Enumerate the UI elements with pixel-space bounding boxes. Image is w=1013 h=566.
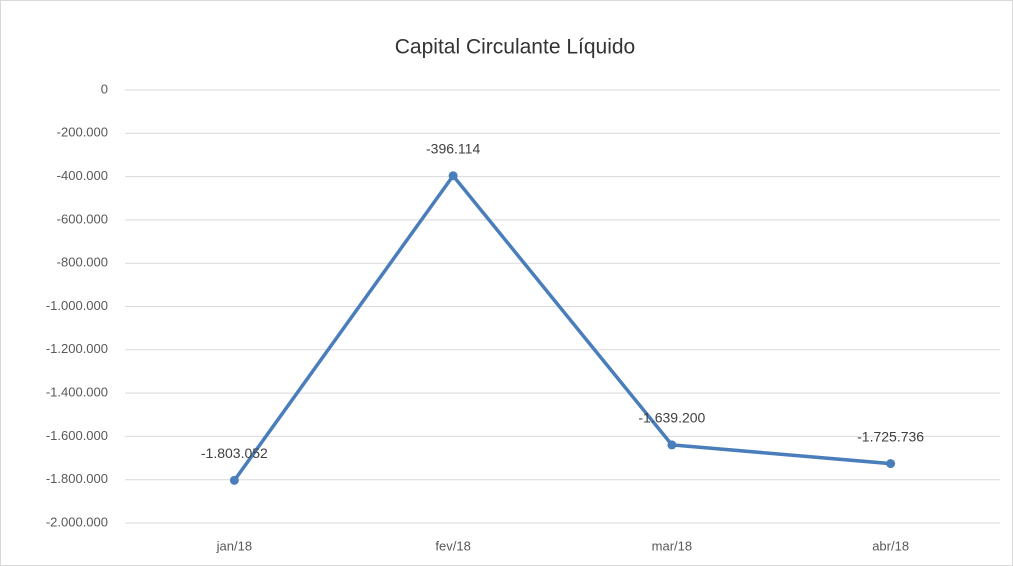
y-tick-label: -800.000 [57,255,108,270]
y-tick-label: -2.000.000 [46,514,108,529]
data-label: -396.114 [426,140,480,156]
data-label: -1.725.736 [857,428,924,444]
marker [448,171,458,181]
y-tick-label: 0 [101,81,108,96]
x-tick-label: abr/18 [872,538,909,553]
y-tick-label: -1.600.000 [46,428,108,443]
y-tick-label: -1.200.000 [46,341,108,356]
y-tick-label: -1.400.000 [46,385,108,400]
marker [667,440,677,450]
line [232,174,891,482]
marker [229,475,239,485]
chart-title: Capital Circulante Líquido [395,36,635,59]
x-tick-label: jan/18 [216,538,252,553]
y-tick-label: -600.000 [57,211,108,226]
data-label: -1.803.052 [201,445,268,461]
x-tick-label: mar/18 [652,538,692,553]
y-tick-label: -1.800.000 [46,471,108,486]
data-label: -1.639.200 [638,410,705,426]
y-tick-label: -400.000 [57,168,108,183]
y-tick-label: -200.000 [57,125,108,140]
marker [886,459,896,469]
y-tick-label: -1.000.000 [46,298,108,313]
x-tick-label: fev/18 [435,538,470,553]
